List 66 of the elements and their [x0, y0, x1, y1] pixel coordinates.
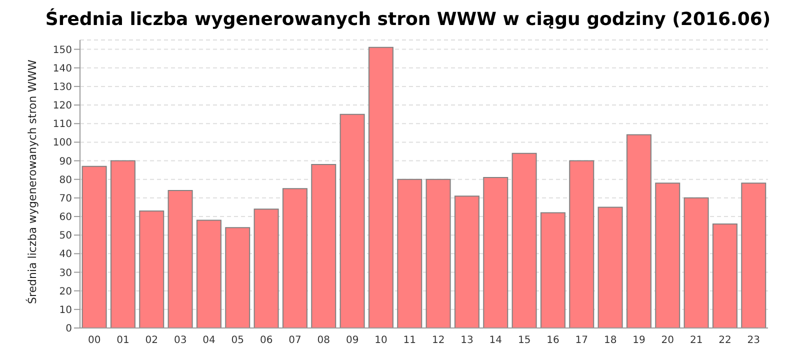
y-tick-label: 100 [52, 138, 72, 149]
bar [741, 182, 766, 328]
bar [196, 220, 222, 328]
x-tick-label: 09 [346, 335, 359, 346]
bar [483, 176, 508, 328]
bar [540, 212, 566, 328]
bar [368, 46, 394, 328]
x-tick-label: 11 [403, 335, 416, 346]
x-tick-label: 08 [317, 335, 330, 346]
x-tick-label: 02 [145, 335, 158, 346]
bar [626, 134, 652, 328]
y-tick-label: 90 [59, 156, 72, 168]
y-tick-label: 110 [52, 119, 72, 130]
y-tick-label: 50 [59, 230, 72, 242]
x-tick-label: 06 [260, 335, 273, 346]
bar [225, 227, 250, 328]
x-tick-label: 03 [174, 335, 187, 346]
x-tick-label: 01 [116, 335, 130, 346]
x-tick-label: 04 [202, 335, 216, 346]
y-tick-label: 70 [59, 193, 72, 204]
y-tick-label: 30 [59, 268, 72, 279]
y-tick-label: 0 [66, 324, 72, 335]
bar [254, 208, 279, 328]
x-tick-label: 23 [747, 335, 760, 346]
x-tick-label: 07 [288, 335, 302, 346]
bar [712, 223, 738, 328]
x-tick-label: 21 [690, 335, 703, 346]
bar [397, 178, 422, 328]
y-tick-label: 150 [52, 44, 72, 56]
bar [454, 196, 480, 328]
bar [655, 182, 680, 328]
y-tick-label: 40 [59, 249, 72, 260]
bar [82, 166, 107, 328]
bar [311, 164, 336, 328]
bar [426, 178, 451, 328]
y-tick-label: 140 [52, 63, 72, 74]
x-tick-label: 17 [575, 335, 588, 346]
x-tick-label: 14 [489, 335, 502, 346]
x-tick-label: 20 [661, 335, 674, 346]
x-tick-label: 15 [518, 335, 531, 346]
bar [282, 188, 308, 328]
bar [168, 190, 193, 328]
x-tick-label: 13 [460, 335, 474, 346]
bar [569, 160, 594, 328]
y-tick-label: 120 [52, 100, 72, 112]
y-axis-title: Średnia liczba wygenerowanych stron WWW [24, 60, 39, 304]
y-tick-label: 130 [52, 82, 72, 93]
x-tick-label: 10 [374, 335, 388, 346]
x-tick-label: 18 [604, 335, 617, 346]
bar [598, 206, 623, 328]
bar [139, 210, 164, 328]
chart-title: Średnia liczba wygenerowanych stron WWW w ciągu godziny (2016.06) [44, 8, 772, 32]
x-tick-label: 16 [546, 335, 560, 346]
y-tick-label: 80 [59, 174, 72, 186]
bar [512, 152, 537, 328]
x-tick-label: 00 [88, 335, 101, 346]
y-tick-label: 10 [59, 304, 72, 316]
x-tick-label: 22 [718, 335, 732, 346]
x-tick-label: 05 [231, 335, 244, 346]
y-tick-label: 20 [59, 286, 72, 298]
bar [110, 160, 136, 328]
bar [340, 114, 365, 328]
bar [684, 197, 709, 328]
x-tick-label: 19 [632, 335, 646, 346]
x-tick-label: 12 [432, 335, 445, 346]
y-tick-label: 60 [59, 212, 72, 224]
